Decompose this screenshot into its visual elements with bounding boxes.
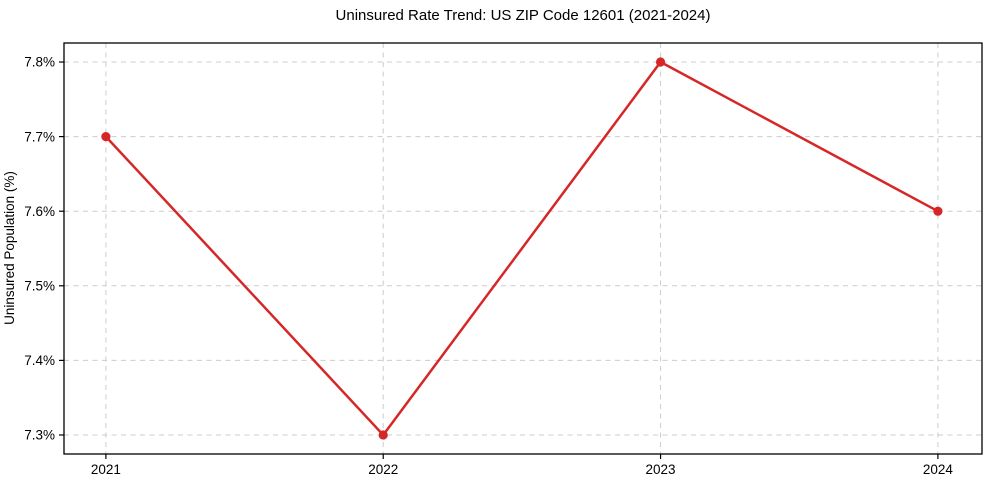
x-tick-label: 2022 <box>368 462 398 477</box>
y-axis-label: Uninsured Population (%) <box>2 171 17 325</box>
y-tick-label: 7.5% <box>24 278 55 293</box>
data-point-marker <box>101 132 111 142</box>
y-tick-label: 7.4% <box>24 353 55 368</box>
data-point-marker <box>378 430 388 440</box>
chart-title: Uninsured Rate Trend: US ZIP Code 12601 … <box>336 7 711 24</box>
data-point-marker <box>655 57 666 67</box>
x-tick-label: 2024 <box>923 462 954 477</box>
y-tick-label: 7.7% <box>24 129 55 144</box>
plot-border <box>63 42 983 455</box>
y-tick-label: 7.3% <box>24 428 55 443</box>
y-tick-label: 7.6% <box>24 204 55 219</box>
data-point-marker <box>933 206 943 216</box>
data-series-layer <box>101 57 943 440</box>
x-tick-label: 2021 <box>91 462 121 477</box>
data-line <box>104 60 940 437</box>
x-tick-label: 2023 <box>646 462 676 477</box>
axis-tick-layer: 2021 2022 2023 2024 7.3% 7.4% 7.5% 7.6% 7.7% 7.8% <box>24 55 953 477</box>
grid-layer <box>64 43 982 454</box>
y-tick-label: 7.8% <box>24 55 55 70</box>
